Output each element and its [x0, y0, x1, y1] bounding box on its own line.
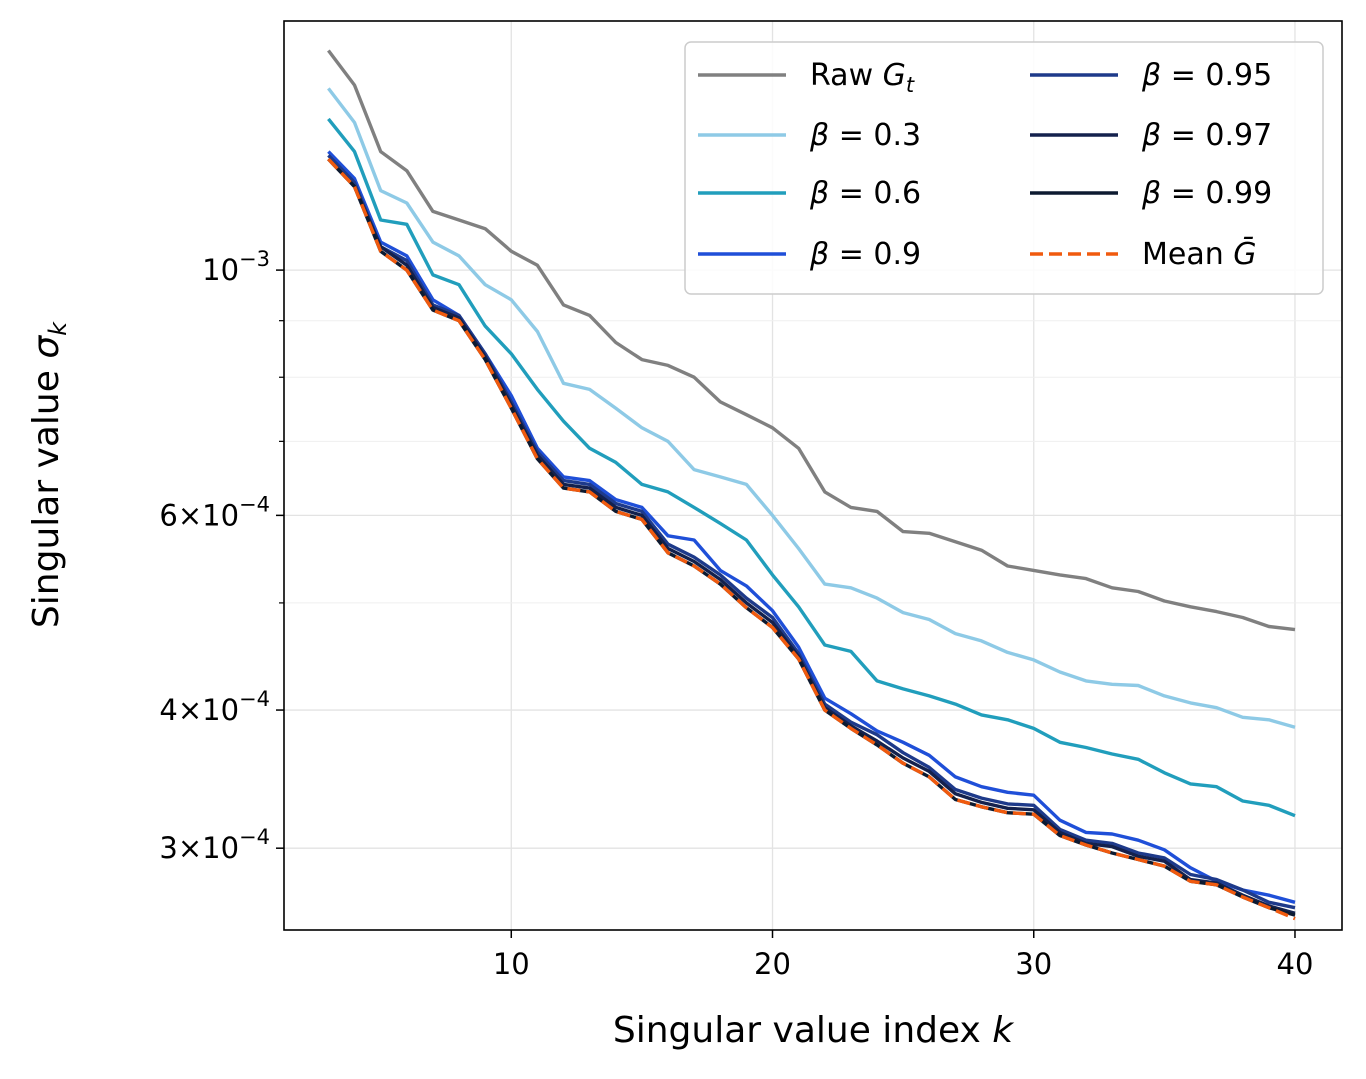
- series-line-2: [327, 117, 1296, 818]
- x-axis-ticks: 10 20 30 40: [493, 930, 1314, 981]
- legend-label-0: Raw Gt: [810, 58, 915, 97]
- plot-lines: [327, 49, 1296, 921]
- x-tick-label: 20: [754, 947, 791, 981]
- y-tick-base: 4×10: [159, 693, 239, 727]
- y-tick-base: 3×10: [159, 831, 239, 865]
- x-axis-label-text: Singular value index: [613, 1010, 992, 1051]
- y-tick-exponent: −4: [239, 825, 270, 849]
- series-line-0: [327, 49, 1296, 632]
- legend-label-5: β = 0.97: [1141, 118, 1272, 153]
- x-axis-label: Singular value index k: [613, 1010, 1015, 1051]
- y-axis-label-subscript: k: [44, 321, 72, 336]
- y-axis-label-text: Singular value: [26, 359, 67, 628]
- legend-label-6: β = 0.99: [1141, 176, 1272, 211]
- legend-label-4: β = 0.95: [1141, 58, 1272, 93]
- x-axis-label-symbol: k: [992, 1010, 1015, 1051]
- legend-label-3: β = 0.9: [809, 237, 921, 272]
- y-tick-base: 6×10: [159, 498, 239, 532]
- y-tick-label: 4×10−4: [159, 687, 270, 727]
- x-tick-label: 40: [1277, 947, 1314, 981]
- series-line-1: [327, 87, 1296, 729]
- series-line-7: [327, 157, 1296, 921]
- y-tick-exponent: −4: [239, 492, 270, 516]
- y-tick-label: 3×10−4: [159, 825, 270, 865]
- legend: Raw Gt β = 0.3 β = 0.6 β = 0.9 β = 0.95 β = 0…: [684, 41, 1324, 295]
- legend-label-1: β = 0.3: [809, 118, 921, 153]
- x-tick-label: 10: [493, 947, 530, 981]
- legend-frame: [684, 41, 1324, 295]
- y-tick-label: 10−3: [202, 247, 270, 287]
- y-tick-label: 6×10−4: [159, 492, 270, 532]
- plot-frame: [283, 20, 1343, 931]
- y-tick-exponent: −3: [239, 247, 270, 271]
- y-axis-ticks: 10−36×10−44×10−43×10−4: [159, 247, 284, 865]
- legend-label-2: β = 0.6: [809, 176, 921, 211]
- y-axis-label: Singular value σk: [26, 321, 72, 628]
- x-tick-label: 30: [1015, 947, 1052, 981]
- y-tick-exponent: −4: [239, 687, 270, 711]
- legend-label-7: Mean Ḡ: [1142, 236, 1257, 272]
- y-tick-base: 10: [202, 253, 239, 287]
- y-axis-label-symbol: σ: [26, 335, 67, 359]
